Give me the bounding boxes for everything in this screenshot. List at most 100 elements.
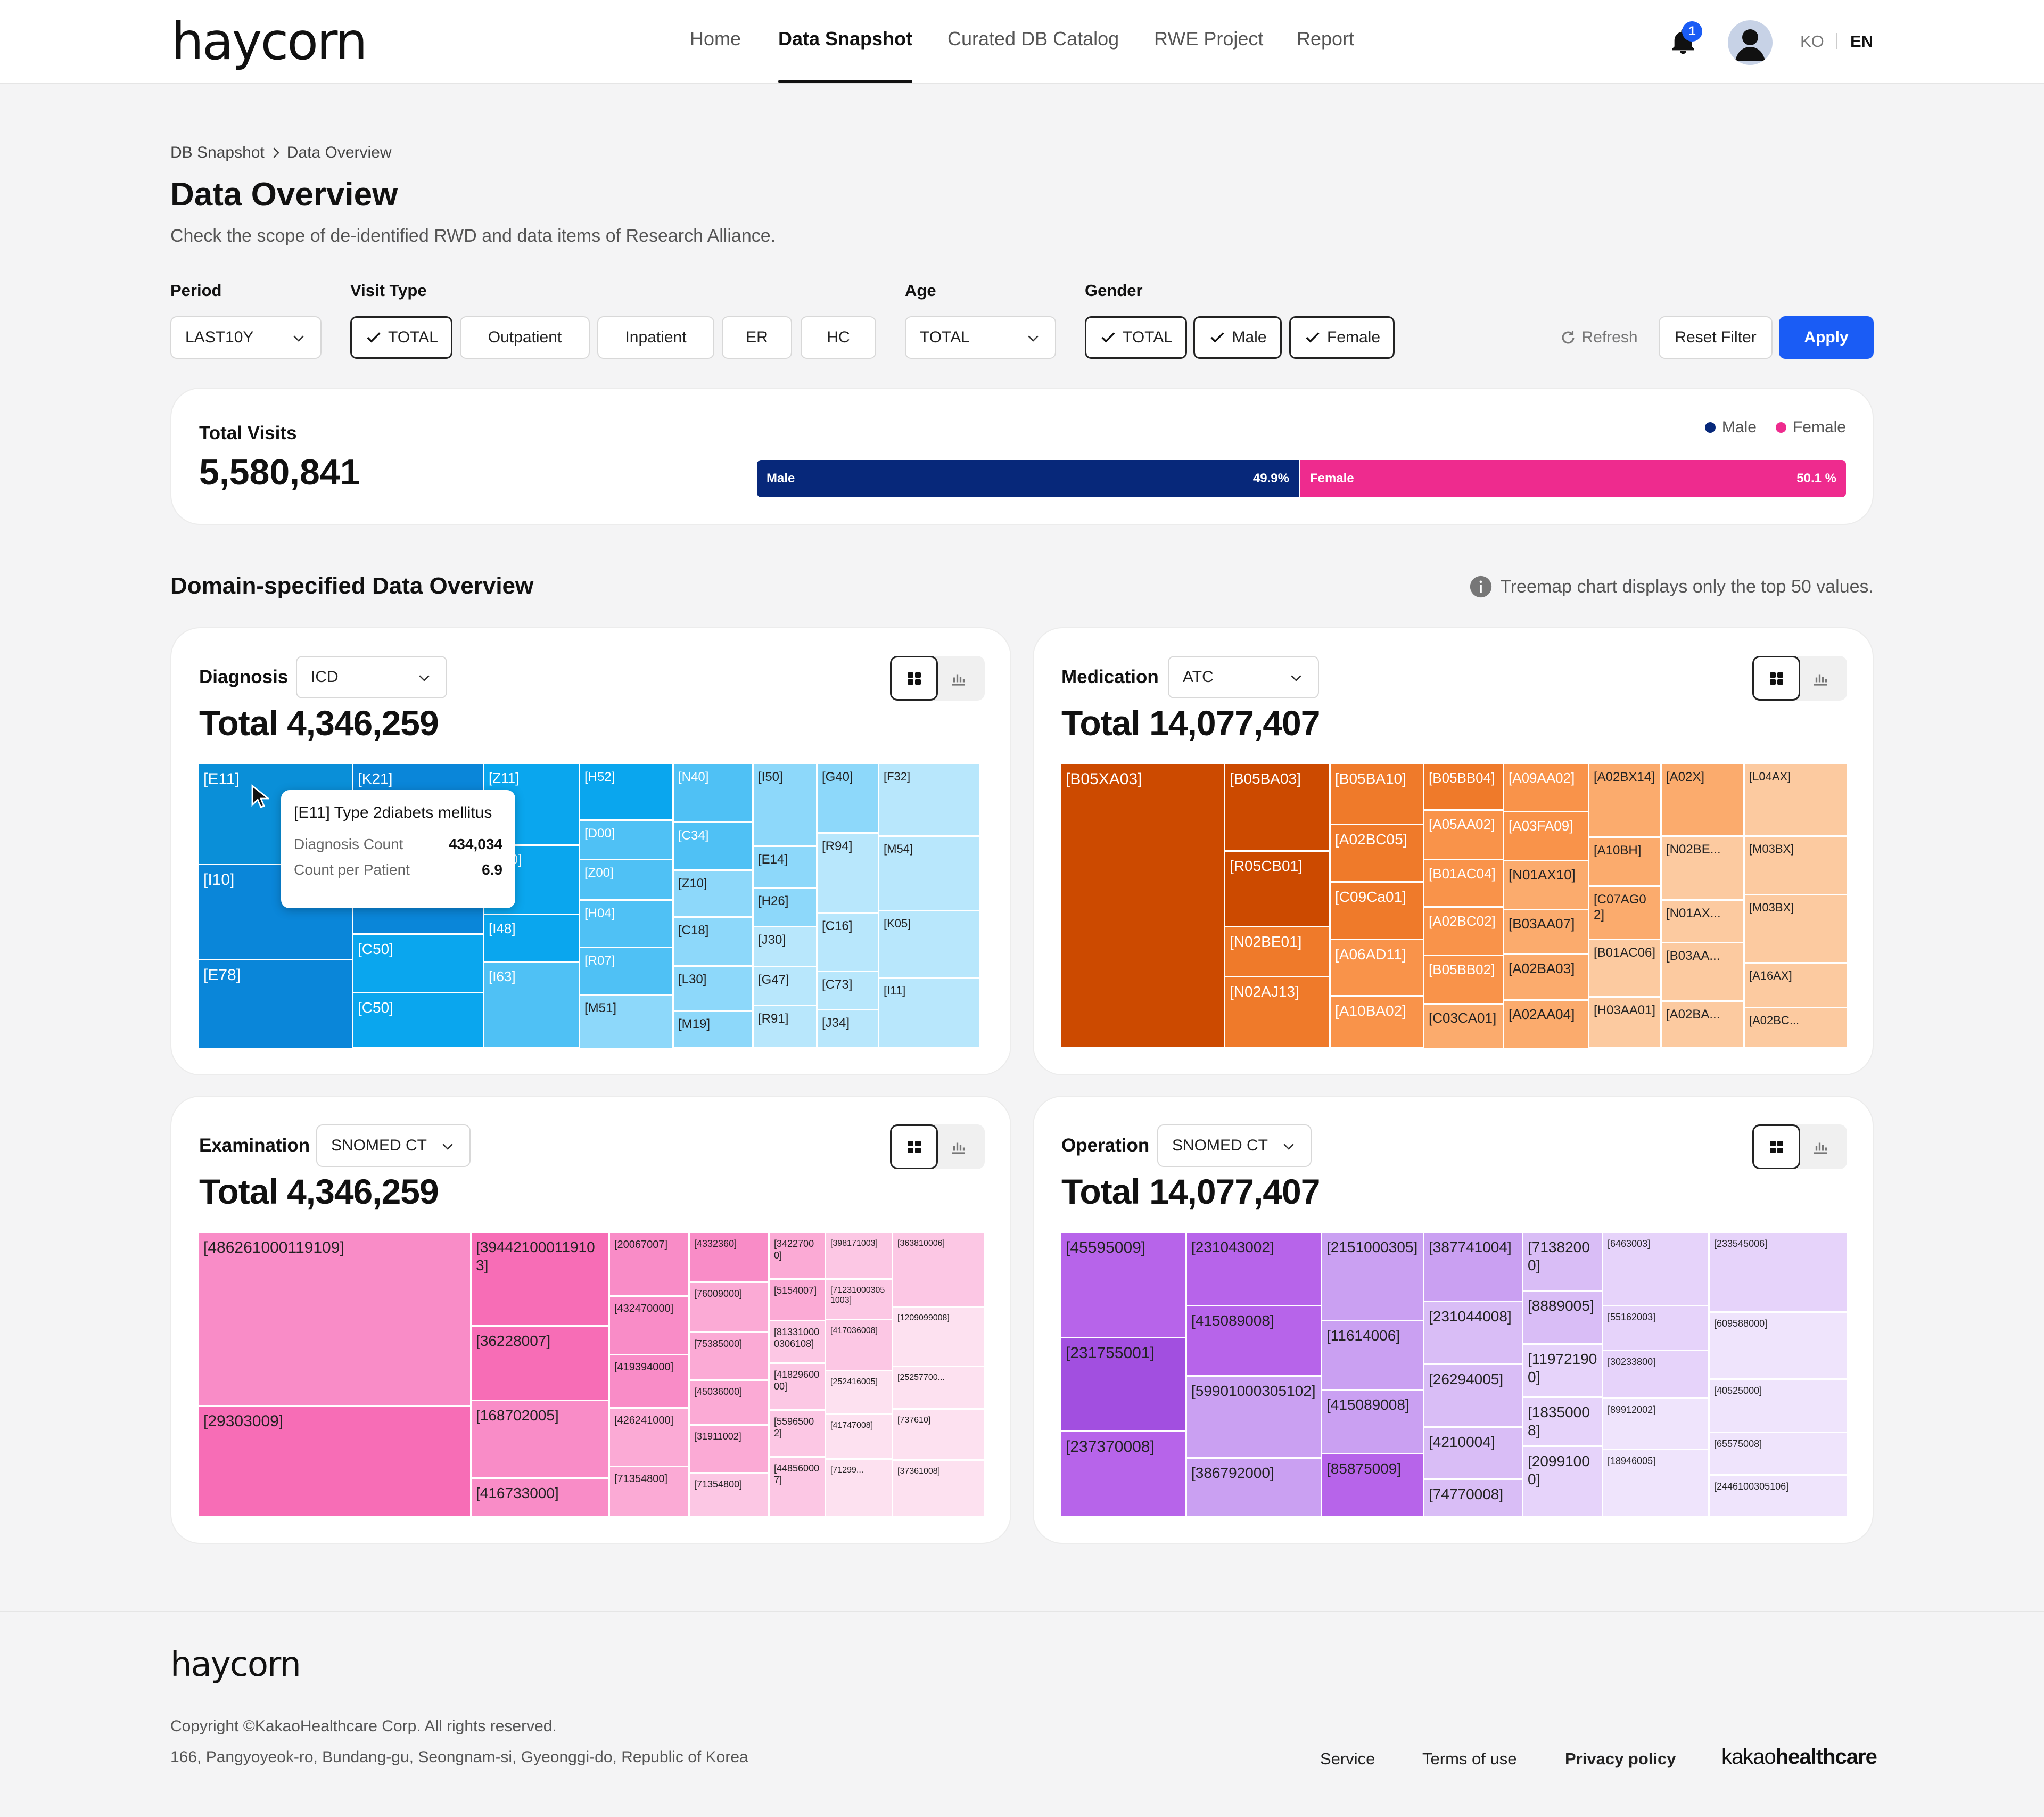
examination-treemap-cell[interactable]: [31911002] — [690, 1426, 770, 1474]
medication-treemap-cell[interactable]: [B05BA03] — [1225, 764, 1331, 852]
operation-treemap-cell[interactable]: [609588000] — [1710, 1313, 1848, 1380]
examination-treemap-cell[interactable]: [363810006] — [893, 1233, 986, 1308]
operation-treemap-cell[interactable]: [26294005] — [1424, 1365, 1523, 1428]
examination-treemap-cell[interactable]: [75385000] — [690, 1333, 770, 1381]
operation-treemap-cell[interactable]: [231044008] — [1424, 1302, 1523, 1365]
examination-treemap-cell[interactable]: [416733000] — [472, 1479, 610, 1517]
nav-data-snapshot[interactable]: Data Snapshot — [778, 28, 913, 83]
examination-treemap-cell[interactable]: [486261000119109] — [199, 1233, 472, 1407]
examination-treemap-cell[interactable]: [5154007] — [770, 1280, 826, 1321]
medication-treemap-cell[interactable]: [C07AG02] — [1589, 887, 1662, 940]
treemap-view-button[interactable] — [890, 1124, 938, 1169]
medication-treemap-cell[interactable]: [M03BX] — [1745, 837, 1848, 895]
examination-treemap-cell[interactable]: [71299... — [826, 1460, 893, 1517]
operation-treemap-cell[interactable]: [85875009] — [1322, 1454, 1424, 1517]
medication-treemap-cell[interactable]: [B01AC04] — [1424, 860, 1504, 908]
diagnosis-treemap-cell[interactable]: [J30] — [754, 927, 818, 967]
medication-treemap-cell[interactable]: [N02AJ13] — [1225, 977, 1331, 1049]
lang-en[interactable]: EN — [1850, 32, 1874, 51]
examination-treemap-cell[interactable]: [34227000] — [770, 1233, 826, 1280]
nav-home[interactable]: Home — [690, 28, 741, 50]
logo[interactable]: haycorn — [171, 12, 368, 71]
examination-treemap-cell[interactable]: [426241000] — [610, 1409, 690, 1467]
operation-treemap-cell[interactable]: [74770008] — [1424, 1480, 1523, 1517]
reset-filter-button[interactable]: Reset Filter — [1659, 316, 1773, 359]
diagnosis-treemap-cell[interactable]: [R94] — [818, 834, 879, 914]
operation-treemap-cell[interactable]: [18946005] — [1603, 1450, 1710, 1517]
operation-treemap-cell[interactable]: [2446100305106] — [1710, 1476, 1848, 1517]
examination-treemap-cell[interactable]: [419394000] — [610, 1355, 690, 1409]
medication-treemap-cell[interactable]: [A02BA03] — [1504, 955, 1589, 1001]
examination-treemap-cell[interactable]: [20067007] — [610, 1233, 690, 1297]
diagnosis-treemap-cell[interactable]: [G47] — [754, 967, 818, 1006]
operation-treemap-cell[interactable]: [40525000] — [1710, 1380, 1848, 1433]
examination-treemap-cell[interactable]: [25257700... — [893, 1367, 986, 1410]
diagnosis-treemap-cell[interactable]: [C34] — [674, 823, 754, 871]
diagnosis-treemap-cell[interactable]: [H52] — [580, 764, 674, 821]
medication-treemap-cell[interactable]: [A03FA09] — [1504, 812, 1589, 861]
medication-treemap-cell[interactable]: [B05BB04] — [1424, 764, 1504, 811]
age-select[interactable]: TOTAL — [905, 316, 1056, 359]
medication-treemap-cell[interactable]: [B05XA03] — [1061, 764, 1225, 1049]
operation-treemap-cell[interactable]: [4210004] — [1424, 1428, 1523, 1480]
visit-total-chip[interactable]: TOTAL — [350, 316, 452, 359]
medication-treemap-cell[interactable]: [A06AD11] — [1331, 940, 1424, 997]
diagnosis-treemap-cell[interactable]: [C50] — [353, 935, 484, 993]
diagnosis-treemap-cell[interactable]: [K05] — [879, 911, 980, 979]
operation-treemap-cell[interactable]: [233545006] — [1710, 1233, 1848, 1313]
medication-treemap-cell[interactable]: [R05CB01] — [1225, 852, 1331, 927]
diagnosis-treemap-cell[interactable]: [N40] — [674, 764, 754, 823]
diagnosis-treemap-cell[interactable]: [H04] — [580, 901, 674, 948]
gender-total-chip[interactable]: TOTAL — [1085, 316, 1187, 359]
notification-button[interactable]: 1 — [1668, 21, 1702, 60]
period-select[interactable]: LAST10Y — [170, 316, 322, 359]
examination-treemap-cell[interactable]: [71354800] — [690, 1474, 770, 1517]
diagnosis-treemap-cell[interactable]: [J34] — [818, 1010, 879, 1049]
treemap-view-button[interactable] — [1752, 656, 1800, 701]
operation-treemap-cell[interactable]: [30233800] — [1603, 1351, 1710, 1399]
diagnosis-treemap-cell[interactable]: [M19] — [674, 1012, 754, 1049]
operation-treemap-cell[interactable]: [387741004] — [1424, 1233, 1523, 1302]
diagnosis-treemap-cell[interactable]: [M54] — [879, 837, 980, 911]
medication-treemap-cell[interactable]: [L04AX] — [1745, 764, 1848, 837]
medication-treemap-cell[interactable]: [N02BE... — [1662, 837, 1745, 901]
examination-treemap-cell[interactable]: [76009000] — [690, 1283, 770, 1333]
examination-treemap-cell[interactable]: [252416005] — [826, 1371, 893, 1415]
examination-treemap-cell[interactable]: [55965002] — [770, 1411, 826, 1458]
examination-treemap-cell[interactable]: [394421000119103] — [472, 1233, 610, 1327]
nav-curated-db-catalog[interactable]: Curated DB Catalog — [947, 28, 1119, 50]
diagnosis-treemap-cell[interactable]: [R07] — [580, 948, 674, 996]
operation-treemap-cell[interactable]: [65575008] — [1710, 1433, 1848, 1476]
operation-treemap-cell[interactable]: [71382000] — [1523, 1233, 1603, 1292]
medication-treemap-cell[interactable]: [C03CA01] — [1424, 1005, 1504, 1049]
medication-treemap-cell[interactable]: [A02AA04] — [1504, 1001, 1589, 1049]
operation-treemap-cell[interactable]: [59901000305102] — [1187, 1377, 1322, 1459]
medication-treemap-cell[interactable]: [N01AX10] — [1504, 861, 1589, 910]
operation-treemap-cell[interactable]: [89912002] — [1603, 1399, 1710, 1450]
diagnosis-treemap-cell[interactable]: [L30] — [674, 967, 754, 1012]
nav-rwe-project[interactable]: RWE Project — [1154, 28, 1264, 50]
footer-logo[interactable]: haycorn — [170, 1645, 301, 1684]
diagnosis-treemap-cell[interactable]: [D00] — [580, 821, 674, 860]
examination-treemap-cell[interactable]: [168702005] — [472, 1401, 610, 1479]
operation-treemap-cell[interactable]: [20991000] — [1523, 1447, 1603, 1517]
nav-report[interactable]: Report — [1297, 28, 1355, 50]
medication-treemap-cell[interactable]: [A10BH] — [1589, 838, 1662, 887]
examination-treemap-cell[interactable]: [737610] — [893, 1410, 986, 1461]
operation-treemap-cell[interactable]: [45595009] — [1061, 1233, 1187, 1338]
treemap-view-button[interactable] — [1752, 1124, 1800, 1169]
diagnosis-treemap-cell[interactable]: [R91] — [754, 1006, 818, 1049]
lang-ko[interactable]: KO — [1800, 32, 1824, 51]
examination-treemap-cell[interactable]: [432470000] — [610, 1297, 690, 1355]
diagnosis-treemap-cell[interactable]: [Z00] — [580, 860, 674, 901]
examination-treemap-cell[interactable]: [41747008] — [826, 1415, 893, 1460]
medication-treemap-cell[interactable]: [N02BE01] — [1225, 927, 1331, 977]
operation-treemap-cell[interactable]: [2151000305] — [1322, 1233, 1424, 1321]
diagnosis-treemap-cell[interactable]: [F32] — [879, 764, 980, 837]
operation-treemap-cell[interactable]: [415089008] — [1187, 1306, 1322, 1377]
medication-treemap-cell[interactable]: [B03AA... — [1662, 943, 1745, 1002]
examination-treemap-cell[interactable]: [398171003] — [826, 1233, 893, 1280]
bar-chart-icon[interactable] — [1810, 669, 1831, 688]
examination-treemap-cell[interactable]: [712310003051003] — [826, 1280, 893, 1320]
diagnosis-treemap-cell[interactable]: [C18] — [674, 918, 754, 967]
